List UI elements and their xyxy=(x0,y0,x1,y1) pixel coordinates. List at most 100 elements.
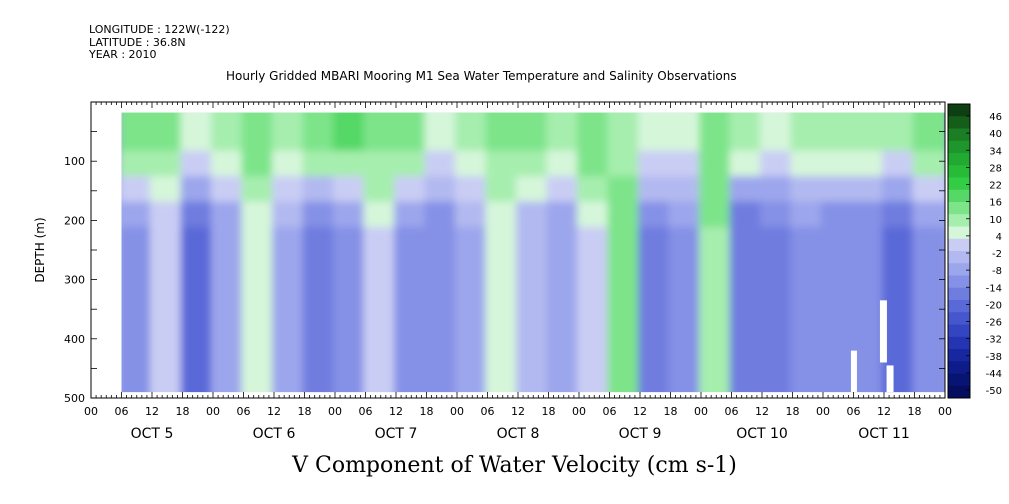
heatmap-cell xyxy=(180,112,215,128)
heatmap-cell xyxy=(668,277,703,306)
heatmap-cell xyxy=(516,252,551,280)
heatmap-cell xyxy=(485,353,520,382)
x-hour-label: 06 xyxy=(725,405,739,418)
heatmap-cell xyxy=(638,112,673,128)
heatmap-cell xyxy=(241,125,276,153)
heatmap-cell xyxy=(821,150,856,179)
colorbar-swatch xyxy=(948,349,970,362)
heatmap-cell xyxy=(272,379,307,393)
colorbar-swatch xyxy=(948,238,970,252)
heatmap-cell xyxy=(394,252,429,280)
heatmap-cell xyxy=(394,112,429,128)
heatmap-cell xyxy=(241,112,276,128)
heatmap-cell xyxy=(912,353,945,382)
heatmap-cell xyxy=(668,226,703,255)
heatmap-cell xyxy=(333,379,368,393)
colorbar-label: 46 xyxy=(989,112,1002,123)
heatmap-cell xyxy=(455,150,490,179)
heatmap-cell xyxy=(180,277,215,306)
x-hour-label: 12 xyxy=(633,405,647,418)
colorbar-label: 16 xyxy=(989,198,1002,209)
heatmap-cell xyxy=(211,201,246,229)
x-day-label: OCT 5 xyxy=(131,426,174,442)
heatmap-cell xyxy=(485,379,520,393)
x-hour-label: 12 xyxy=(755,405,769,418)
heatmap-cell xyxy=(241,303,276,331)
heatmap-cell xyxy=(577,176,612,204)
heatmap-cell xyxy=(760,226,795,255)
colorbar-swatch xyxy=(948,300,970,313)
heatmap-cell xyxy=(912,150,945,179)
heatmap-cell xyxy=(363,328,398,356)
heatmap-cell xyxy=(821,125,856,153)
heatmap-cell xyxy=(790,353,825,382)
missing-data-patch xyxy=(886,365,894,393)
colorbar-label: 34 xyxy=(989,146,1002,157)
heatmap-cell xyxy=(760,353,795,382)
heatmap-cell xyxy=(699,226,734,255)
colorbar-swatch xyxy=(948,287,970,301)
heatmap-cell xyxy=(821,176,856,204)
heatmap-cell xyxy=(121,303,154,331)
heatmap-cell xyxy=(363,353,398,382)
heatmap-cell xyxy=(363,379,398,393)
heatmap-cell xyxy=(333,328,368,356)
heatmap-cell xyxy=(302,353,337,382)
heatmap-cell xyxy=(363,252,398,280)
heatmap-cell xyxy=(851,150,886,179)
heatmap-cell xyxy=(302,277,337,306)
heatmap-cell xyxy=(516,176,551,204)
heatmap-cell xyxy=(302,176,337,204)
heatmap-cell xyxy=(121,112,154,128)
x-day-label: OCT 10 xyxy=(736,426,788,442)
heatmap-cell xyxy=(180,176,215,204)
heatmap-cell xyxy=(150,226,185,255)
heatmap-cell xyxy=(272,353,307,382)
heatmap-cell xyxy=(363,176,398,204)
colorbar-swatch xyxy=(948,373,970,387)
x-hour-label: 12 xyxy=(511,405,525,418)
colorbar-label: -38 xyxy=(986,352,1002,363)
heatmap-cell xyxy=(516,353,551,382)
heatmap-cell xyxy=(760,379,795,393)
heatmap-cell xyxy=(912,125,945,153)
x-day-label: OCT 7 xyxy=(375,426,418,442)
heatmap-cell xyxy=(180,125,215,153)
heatmap-cell xyxy=(516,379,551,393)
colorbar-label: -2 xyxy=(992,249,1002,260)
colorbar-label: -20 xyxy=(986,300,1002,311)
heatmap-cell xyxy=(150,328,185,356)
y-tick-label: 400 xyxy=(64,333,85,346)
heatmap-cell xyxy=(424,252,459,280)
x-hour-label: 18 xyxy=(542,405,556,418)
colorbar-label: 28 xyxy=(989,163,1002,174)
heatmap-cell xyxy=(516,201,551,229)
heatmap-cell xyxy=(455,125,490,153)
heatmap-cell xyxy=(729,353,764,382)
heatmap-cell xyxy=(729,150,764,179)
heatmap-cell xyxy=(912,201,945,229)
heatmap-cell xyxy=(760,125,795,153)
heatmap-cell xyxy=(607,176,642,204)
heatmap-cell xyxy=(121,125,154,153)
heatmap-cell xyxy=(821,112,856,128)
heatmap-cell xyxy=(668,328,703,356)
heatmap-cell xyxy=(577,328,612,356)
heatmap-cell xyxy=(760,176,795,204)
heatmap-cell xyxy=(272,150,307,179)
heatmap-cell xyxy=(424,112,459,128)
heatmap-cell xyxy=(577,226,612,255)
x-day-label: OCT 11 xyxy=(858,426,910,442)
heatmap-cell xyxy=(394,379,429,393)
heatmap-cell xyxy=(302,112,337,128)
heatmap-cell xyxy=(607,226,642,255)
colorbar-swatch xyxy=(948,202,970,215)
colorbar-swatch xyxy=(948,177,970,191)
heatmap-cell xyxy=(363,277,398,306)
colorbar-label: -50 xyxy=(986,386,1002,397)
y-tick-label: 500 xyxy=(64,392,85,405)
heatmap-cell xyxy=(607,112,642,128)
y-axis-label: DEPTH (m) xyxy=(33,217,47,282)
colorbar-label: 10 xyxy=(989,215,1002,226)
heatmap-cell xyxy=(211,176,246,204)
